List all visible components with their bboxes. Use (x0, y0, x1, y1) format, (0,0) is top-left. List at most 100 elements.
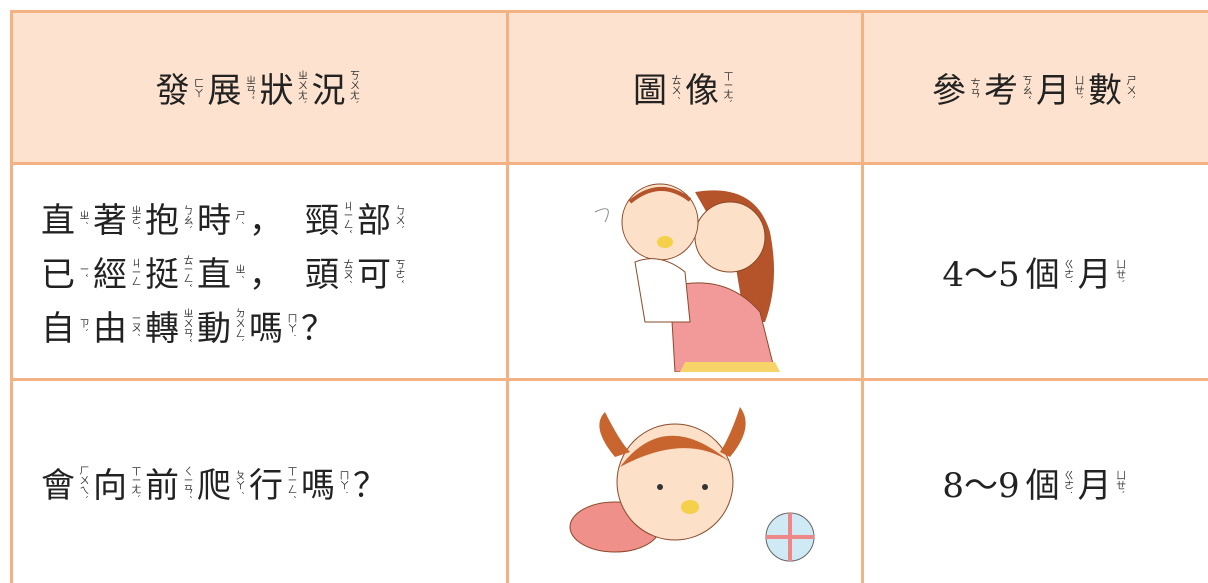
zhuyin: ㄏㄨㄟˋ (77, 464, 88, 500)
ruby-token: 挺ㄊㄧㄥˇ (145, 247, 192, 296)
ruby-token: 自ㄗˋ (41, 301, 88, 350)
header-cell: 發ㄈㄚ展ㄓㄢˇ 狀ㄓㄨㄤˋ 況ㄎㄨㄤˋ (10, 10, 506, 162)
zhuyin: ㄒㄧㄥˊ (285, 465, 296, 499)
text-line: 發ㄈㄚ展ㄓㄢˇ 狀ㄓㄨㄤˋ 況ㄎㄨㄤˋ (156, 61, 364, 115)
age-cell: 4～5 個ㄍㄜ˙ 月ㄩㄝˋ (861, 162, 1208, 378)
character: 4～5 (942, 255, 1020, 295)
zhuyin: ㄎㄨㄤˋ (347, 70, 359, 105)
character: 可 (357, 255, 391, 295)
ruby-token: 嗎ㄇㄚ˙ (301, 458, 348, 507)
character: 經 (93, 255, 127, 295)
character: 況 (311, 71, 346, 111)
text-line: 自ㄗˋ 由ㄧㄡˊ 轉ㄓㄨㄢˇ 動ㄉㄨㄥˋ 嗎ㄇㄚ˙？ (41, 299, 409, 353)
zhuyin: ㄒㄧㄤˋ (721, 71, 732, 104)
character: 8～9 (942, 465, 1020, 506)
character: 個 (1025, 465, 1060, 506)
character: 參 (932, 71, 966, 111)
ruby-token: ？ (301, 301, 335, 350)
ruby-token: 經ㄐㄧㄥ (93, 247, 140, 296)
ruby-token: 已ㄧˇ (41, 247, 88, 296)
zhuyin: ㄍㄜ˙ (1061, 469, 1073, 495)
character: 轉 (145, 309, 179, 349)
text-line: 4～5 個ㄍㄜ˙ 月ㄩㄝˋ (942, 245, 1129, 299)
ruby-token: 可ㄎㄜˇ (357, 247, 404, 296)
ruby-token: 時ㄕˊ (197, 193, 244, 242)
character: 挺 (145, 255, 179, 295)
character: 自 (41, 309, 75, 349)
character: ？ (301, 309, 335, 349)
character: ， (249, 201, 283, 241)
zhuyin: ㄕˊ (233, 210, 244, 225)
ruby-token: 前ㄑㄧㄢˊ (145, 458, 192, 507)
character: 前 (145, 465, 179, 506)
ruby-token: 轉ㄓㄨㄢˇ (145, 301, 192, 350)
zhuyin: ㄧˇ (77, 265, 88, 278)
ruby-token: ， (249, 247, 283, 296)
text-block: 會ㄏㄨㄟˋ 向ㄒㄧㄤˋ 前ㄑㄧㄢˊ 爬ㄆㄚˊ 行ㄒㄧㄥˊ 嗎ㄇㄚ˙？ (41, 455, 409, 509)
zhuyin: ㄓㄨㄤˋ (295, 70, 307, 105)
ruby-token: 動ㄉㄨㄥˋ (197, 301, 244, 350)
ruby-token: 狀ㄓㄨㄤˋ (260, 63, 307, 112)
age-cell: 8～9 個ㄍㄜ˙ 月ㄩㄝˋ (861, 378, 1208, 583)
character: 嗎 (301, 465, 335, 506)
zhuyin: ㄓㄢˇ (243, 75, 255, 100)
ruby-token: ， (249, 193, 283, 242)
character: 頭 (305, 255, 339, 295)
character: 展 (207, 71, 242, 111)
ruby-token: 直ㄓˊ (41, 193, 88, 242)
condition-cell: 會ㄏㄨㄟˋ 向ㄒㄧㄤˋ 前ㄑㄧㄢˊ 爬ㄆㄚˊ 行ㄒㄧㄥˊ 嗎ㄇㄚ˙？ (10, 378, 506, 583)
zhuyin: ㄐㄧㄥˇ (341, 201, 352, 234)
ruby-token: 發ㄈㄚ (156, 63, 203, 112)
character: 部 (357, 201, 391, 241)
ruby-token: 抱ㄅㄠˋ (145, 193, 192, 242)
text-block: 8～9 個ㄍㄜ˙ 月ㄩㄝˋ (942, 455, 1129, 509)
zhuyin: ㄇㄚ˙ (285, 313, 296, 338)
character: 直 (41, 201, 75, 241)
zhuyin: ㄎㄠˇ (1020, 75, 1031, 100)
zhuyin: ㄓˊ (233, 264, 244, 279)
zhuyin: ㄑㄧㄢˊ (181, 465, 192, 499)
character: 時 (197, 201, 231, 241)
ruby-token: 數ㄕㄨˋ (1088, 63, 1135, 112)
ruby-token: 月ㄩㄝˋ (1077, 247, 1125, 296)
ruby-token: 頸ㄐㄧㄥˇ (305, 193, 352, 242)
ruby-token: 月ㄩㄝˋ (1078, 458, 1125, 507)
ruby-token: 個ㄍㄜ˙ (1025, 247, 1073, 296)
zhuyin: ㄉㄨㄥˋ (233, 308, 244, 343)
text-line: 8～9 個ㄍㄜ˙ 月ㄩㄝˋ (942, 455, 1129, 509)
zhuyin: ㄐㄧㄥ (129, 257, 140, 286)
character: 個 (1025, 255, 1060, 295)
zhuyin: ㄩㄝˋ (1113, 469, 1125, 495)
illustration-crawling-baby (569, 407, 815, 562)
ruby-token: 行ㄒㄧㄥˊ (249, 458, 296, 507)
ruby-token: 個ㄍㄜ˙ (1025, 458, 1073, 507)
ruby-token: 月ㄩㄝˋ (1036, 63, 1083, 112)
image-cell (506, 162, 861, 378)
ruby-token: 展ㄓㄢˇ (207, 63, 255, 112)
zhuyin: ㄗˋ (77, 318, 88, 333)
image-cell (506, 378, 861, 583)
character: 著 (93, 201, 127, 241)
text-line: 直ㄓˊ 著ㄓㄜˊ 抱ㄅㄠˋ 時ㄕˊ，頸ㄐㄧㄥˇ 部ㄅㄨˋ (41, 191, 409, 245)
condition-cell: 直ㄓˊ 著ㄓㄜˊ 抱ㄅㄠˋ 時ㄕˊ，頸ㄐㄧㄥˇ 部ㄅㄨˋ 已ㄧˇ 經ㄐㄧㄥ挺ㄊㄧㄥˇ 直ㄓˊ，… (10, 162, 506, 378)
zhuyin: ㄘㄢ (968, 77, 979, 98)
character: 會 (41, 465, 75, 506)
text-line: 參ㄘㄢ考ㄎㄠˇ 月ㄩㄝˋ 數ㄕㄨˋ (932, 61, 1140, 115)
character: 月 (1077, 255, 1112, 295)
text-block: 直ㄓˊ 著ㄓㄜˊ 抱ㄅㄠˋ 時ㄕˊ，頸ㄐㄧㄥˇ 部ㄅㄨˋ 已ㄧˇ 經ㄐㄧㄥ挺ㄊㄧㄥˇ 直ㄓˊ，… (41, 191, 409, 353)
zhuyin: ㄅㄠˋ (181, 205, 192, 230)
character: 頸 (305, 201, 339, 241)
zhuyin: ㄇㄚ˙ (337, 469, 348, 495)
text-block: 4～5 個ㄍㄜ˙ 月ㄩㄝˋ (942, 245, 1129, 299)
text-line: 會ㄏㄨㄟˋ 向ㄒㄧㄤˋ 前ㄑㄧㄢˊ 爬ㄆㄚˊ 行ㄒㄧㄥˊ 嗎ㄇㄚ˙？ (41, 455, 409, 509)
zhuyin: ㄓˊ (77, 210, 88, 225)
ruby-token: 爬ㄆㄚˊ (197, 458, 244, 507)
ruby-token: 4～5 (942, 247, 1019, 296)
character: 行 (249, 465, 283, 506)
zhuyin: ㄆㄚˊ (233, 469, 244, 495)
zhuyin: ㄊㄡˊ (341, 259, 352, 284)
ruby-token: 會ㄏㄨㄟˋ (41, 458, 88, 507)
character: 向 (93, 465, 127, 506)
ruby-token: 嗎ㄇㄚ˙ (249, 301, 296, 350)
